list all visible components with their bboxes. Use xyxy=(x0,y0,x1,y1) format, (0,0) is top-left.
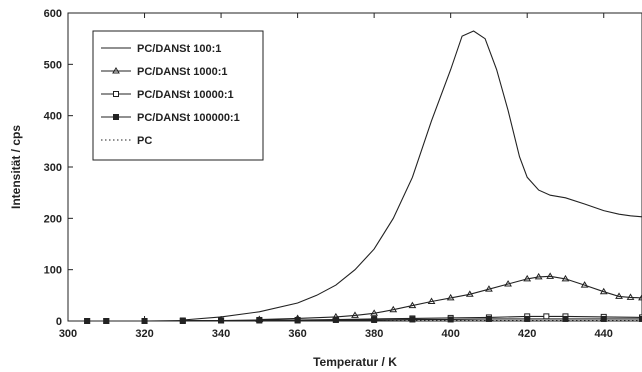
series-point xyxy=(294,317,301,324)
x-tick-label: 420 xyxy=(518,328,536,340)
y-tick-label: 0 xyxy=(56,316,62,328)
series-point xyxy=(504,280,512,287)
y-tick-label: 300 xyxy=(44,162,62,174)
series-point xyxy=(112,67,120,74)
series-point xyxy=(113,91,119,97)
series-3 xyxy=(84,315,642,324)
y-tick-label: 600 xyxy=(44,8,62,20)
series-point xyxy=(446,293,455,301)
y-axis-title: Intensität / cps xyxy=(9,125,23,209)
y-tick-label: 400 xyxy=(44,111,62,123)
y-tick-label: 200 xyxy=(44,213,62,225)
series-point xyxy=(409,316,416,323)
series-point xyxy=(580,281,589,288)
series-point xyxy=(546,272,555,279)
series-point xyxy=(543,313,550,320)
series-point xyxy=(639,315,642,322)
series-line xyxy=(182,30,642,321)
x-tick-label: 320 xyxy=(135,328,153,340)
series-point xyxy=(408,301,417,309)
series-point xyxy=(351,311,359,318)
series-line xyxy=(87,318,642,322)
series-point xyxy=(561,274,570,282)
series-point xyxy=(370,309,379,316)
series-point xyxy=(599,287,608,295)
x-axis-title: Temperatur / K xyxy=(313,355,397,369)
legend-label: PC/DANSt 100000:1 xyxy=(137,112,240,124)
legend-label: PC/DANSt 1000:1 xyxy=(137,66,227,78)
x-tick-label: 360 xyxy=(288,328,306,340)
y-tick-label: 100 xyxy=(44,265,62,277)
x-tick-label: 400 xyxy=(441,328,459,340)
series-point xyxy=(626,293,635,300)
series-1 xyxy=(255,272,642,322)
series-point xyxy=(485,315,492,322)
x-tick-label: 440 xyxy=(595,328,613,340)
series-point xyxy=(600,315,607,322)
series-0 xyxy=(182,30,642,321)
series-point xyxy=(638,293,642,301)
x-tick-label: 380 xyxy=(365,328,383,340)
legend-item: PC/DANSt 1000:1 xyxy=(101,66,227,78)
x-tick-label: 300 xyxy=(59,328,77,340)
series-point xyxy=(332,316,339,323)
legend-item: PC/DANSt 10000:1 xyxy=(101,89,234,101)
legend: PC/DANSt 100:1 PC/DANSt 1000:1 PC/DANSt 10… xyxy=(92,30,264,161)
series-point xyxy=(524,315,531,322)
series-point xyxy=(465,290,474,297)
series-line xyxy=(259,275,642,321)
series-point xyxy=(615,292,623,299)
series-point xyxy=(523,274,532,282)
series-point xyxy=(485,285,493,292)
series-point xyxy=(447,316,454,323)
legend-item: PC xyxy=(101,135,152,147)
legend-label: PC/DANSt 100:1 xyxy=(137,43,221,55)
legend-label: PC xyxy=(137,135,152,147)
series-layer xyxy=(68,30,642,324)
y-tick-label: 500 xyxy=(44,59,62,71)
y-axis: 0 100 200 300 400 500 600 xyxy=(44,8,73,328)
series-point xyxy=(389,305,398,313)
legend-label: PC/DANSt 10000:1 xyxy=(137,89,234,101)
series-point xyxy=(562,315,569,322)
legend-item: PC/DANSt 100000:1 xyxy=(101,112,240,124)
series-point xyxy=(427,297,436,304)
legend-box xyxy=(92,30,264,161)
series-point xyxy=(534,272,543,280)
x-tick-label: 340 xyxy=(212,328,230,340)
legend-item: PC/DANSt 100:1 xyxy=(101,43,221,55)
series-point xyxy=(113,114,119,120)
